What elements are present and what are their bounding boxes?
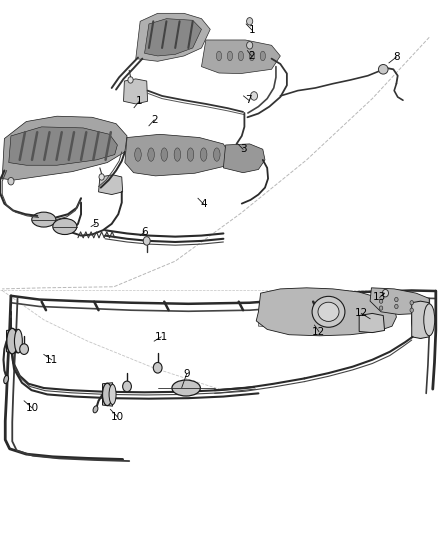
Text: 1: 1 bbox=[136, 96, 143, 106]
Ellipse shape bbox=[93, 406, 98, 413]
Ellipse shape bbox=[187, 148, 194, 161]
Text: 11: 11 bbox=[45, 355, 58, 365]
Polygon shape bbox=[256, 288, 396, 336]
Ellipse shape bbox=[227, 51, 233, 61]
Text: 3: 3 bbox=[240, 144, 247, 154]
Text: 10: 10 bbox=[25, 403, 39, 413]
Ellipse shape bbox=[32, 212, 56, 227]
Text: 4: 4 bbox=[200, 199, 207, 209]
Circle shape bbox=[410, 301, 413, 305]
Text: 8: 8 bbox=[393, 52, 400, 62]
Polygon shape bbox=[7, 329, 18, 353]
Circle shape bbox=[247, 42, 253, 49]
Text: 10: 10 bbox=[111, 412, 124, 422]
Text: 6: 6 bbox=[141, 227, 148, 237]
Polygon shape bbox=[99, 175, 123, 195]
Ellipse shape bbox=[260, 51, 265, 61]
Circle shape bbox=[123, 381, 131, 392]
Ellipse shape bbox=[424, 304, 434, 336]
Circle shape bbox=[251, 92, 258, 100]
Polygon shape bbox=[102, 383, 113, 406]
Text: 7: 7 bbox=[245, 95, 252, 105]
Ellipse shape bbox=[161, 148, 167, 161]
Polygon shape bbox=[124, 79, 148, 104]
Circle shape bbox=[128, 77, 133, 83]
Circle shape bbox=[395, 304, 398, 309]
Text: 13: 13 bbox=[373, 293, 386, 302]
Text: 1: 1 bbox=[249, 26, 256, 35]
Ellipse shape bbox=[200, 148, 207, 161]
Circle shape bbox=[99, 174, 104, 180]
Text: 2: 2 bbox=[248, 51, 255, 61]
Polygon shape bbox=[258, 300, 315, 327]
Ellipse shape bbox=[148, 148, 154, 161]
Ellipse shape bbox=[109, 384, 116, 405]
Circle shape bbox=[379, 306, 383, 310]
Text: 9: 9 bbox=[183, 369, 190, 379]
Ellipse shape bbox=[53, 219, 77, 235]
Circle shape bbox=[379, 299, 383, 303]
Ellipse shape bbox=[14, 329, 22, 353]
Ellipse shape bbox=[312, 296, 345, 327]
Ellipse shape bbox=[172, 380, 201, 396]
Polygon shape bbox=[145, 19, 201, 56]
Ellipse shape bbox=[4, 375, 8, 384]
Polygon shape bbox=[125, 134, 230, 176]
Polygon shape bbox=[2, 116, 127, 180]
Polygon shape bbox=[223, 144, 265, 173]
Ellipse shape bbox=[238, 51, 244, 61]
Polygon shape bbox=[370, 288, 429, 314]
Ellipse shape bbox=[378, 64, 388, 74]
Circle shape bbox=[143, 237, 150, 245]
Polygon shape bbox=[201, 40, 280, 74]
Ellipse shape bbox=[249, 51, 254, 61]
Circle shape bbox=[410, 308, 413, 312]
Text: 12: 12 bbox=[355, 309, 368, 318]
Ellipse shape bbox=[318, 302, 339, 321]
Polygon shape bbox=[136, 13, 210, 61]
Ellipse shape bbox=[214, 148, 220, 161]
Circle shape bbox=[247, 18, 253, 25]
Ellipse shape bbox=[7, 328, 18, 354]
Polygon shape bbox=[9, 127, 117, 165]
Circle shape bbox=[382, 289, 389, 297]
Ellipse shape bbox=[102, 383, 112, 406]
Ellipse shape bbox=[174, 148, 180, 161]
Polygon shape bbox=[359, 313, 385, 333]
Circle shape bbox=[395, 297, 398, 302]
Text: 5: 5 bbox=[92, 219, 99, 229]
Ellipse shape bbox=[412, 302, 429, 338]
Text: 11: 11 bbox=[155, 332, 168, 342]
Text: 12: 12 bbox=[312, 327, 325, 336]
Circle shape bbox=[8, 177, 14, 185]
Ellipse shape bbox=[216, 51, 222, 61]
Text: 2: 2 bbox=[151, 115, 158, 125]
Circle shape bbox=[153, 362, 162, 373]
Circle shape bbox=[20, 344, 28, 354]
Polygon shape bbox=[412, 301, 429, 338]
Ellipse shape bbox=[135, 148, 141, 161]
